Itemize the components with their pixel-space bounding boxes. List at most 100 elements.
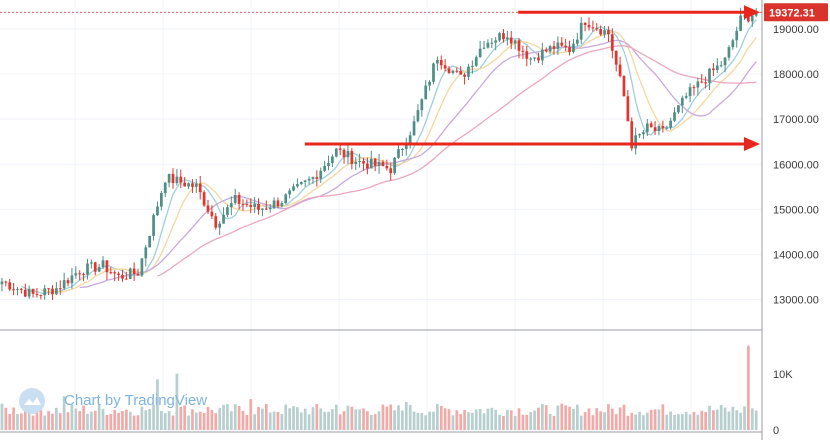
volume-bar [509, 410, 513, 430]
volume-bar [486, 408, 490, 430]
candle [568, 40, 571, 56]
volume-bar [630, 412, 634, 430]
candle [296, 178, 299, 188]
moving-average-line [79, 39, 757, 289]
volume-bar [311, 407, 315, 430]
volume-bar [55, 407, 58, 430]
candle [587, 17, 591, 31]
candle [614, 50, 618, 72]
candle [362, 157, 365, 171]
price-axis[interactable]: 19000.00 18000.00 17000.00 16000.00 15000.00… [764, 3, 828, 437]
volume-bar [564, 405, 568, 430]
volume-bar [323, 411, 326, 430]
volume-bar [257, 406, 260, 430]
candle [257, 198, 260, 215]
volume-bar [194, 412, 198, 430]
volume-bar [43, 415, 47, 430]
volume-bar [105, 414, 109, 430]
candle [540, 42, 544, 65]
candle [505, 30, 509, 46]
candle [152, 213, 155, 241]
candle [187, 182, 190, 190]
price-tick-label: 14000.00 [773, 249, 819, 261]
candle [727, 45, 731, 61]
volume-bar [540, 404, 544, 430]
candle [474, 55, 478, 68]
volume-bar [404, 401, 408, 430]
candle [680, 95, 684, 114]
candle [0, 277, 4, 292]
candle [319, 167, 323, 183]
candle [533, 57, 536, 62]
volume-bar [645, 412, 649, 430]
candle [66, 277, 70, 287]
volume-bar [696, 414, 700, 430]
candle [128, 267, 132, 280]
candle [638, 133, 641, 138]
volume-bar [140, 406, 144, 430]
candle [677, 105, 680, 115]
candle [482, 40, 486, 50]
candle [537, 52, 540, 64]
volume-bar [614, 414, 618, 430]
volume-bar [163, 413, 167, 430]
moving-averages [21, 19, 757, 295]
volume-bar [505, 409, 509, 430]
candle [653, 121, 657, 135]
volume-bar [587, 408, 591, 430]
candle [70, 268, 74, 289]
volume-bar [16, 413, 19, 430]
volume-bar [513, 415, 517, 430]
moving-average-line [40, 30, 757, 293]
candle [175, 168, 179, 186]
volume-bar [704, 412, 707, 430]
watermark[interactable]: Chart by TradingView [19, 388, 207, 414]
volume-bar [575, 404, 579, 430]
candle [634, 127, 638, 155]
volume-bar [428, 411, 431, 430]
candle [385, 159, 389, 171]
volume-bar [397, 405, 400, 430]
candle [226, 204, 229, 218]
volume-bar [459, 413, 463, 430]
candle [408, 131, 412, 149]
candle [171, 168, 175, 189]
candle [62, 272, 66, 291]
candle [191, 179, 194, 193]
volume-bar [603, 412, 606, 430]
candle [572, 39, 575, 54]
candle [210, 205, 214, 219]
candle [206, 200, 210, 215]
candle [264, 200, 268, 211]
volume-bar [385, 406, 389, 430]
volume-tick-label: 10K [773, 369, 793, 381]
volume-bar [58, 413, 62, 430]
candle [117, 271, 120, 281]
volume-bar [210, 409, 214, 430]
candle [198, 175, 202, 200]
candle [521, 45, 525, 60]
volume-bar [443, 408, 447, 430]
volume-bar [128, 411, 132, 430]
volume-bar [731, 406, 735, 430]
candle [544, 47, 548, 53]
candle [447, 66, 451, 74]
candle [233, 188, 237, 205]
volume-bar [393, 410, 396, 430]
volume-bar [607, 404, 610, 430]
candle [424, 80, 428, 100]
candle [43, 284, 47, 300]
candle [420, 98, 424, 117]
volume-bar [229, 411, 233, 430]
volume-bar [552, 415, 556, 430]
volume-bar [754, 410, 758, 430]
volume-bar [439, 405, 443, 430]
candle [607, 26, 610, 42]
candle [97, 263, 101, 273]
candle [132, 262, 136, 282]
candle [579, 17, 583, 44]
candle [467, 63, 470, 81]
